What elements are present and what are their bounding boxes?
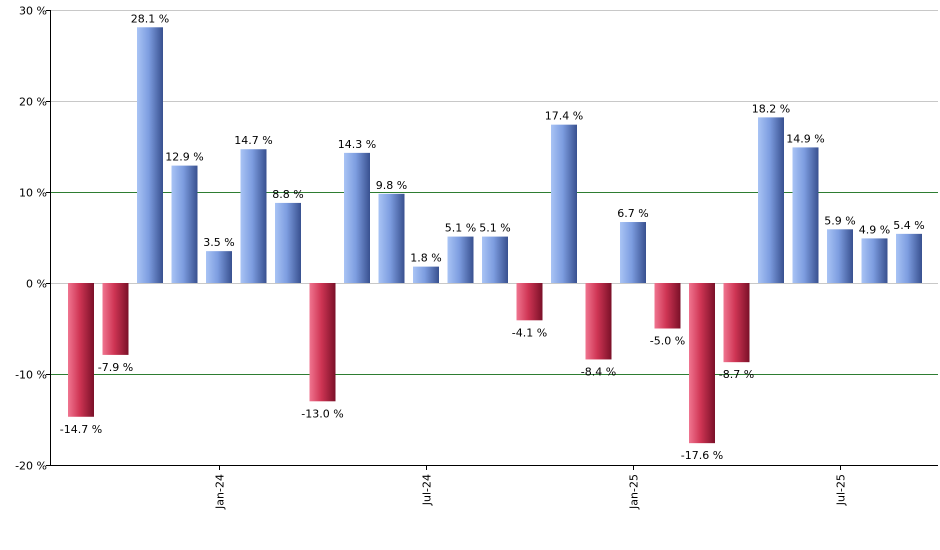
bar-12: [482, 236, 508, 283]
value-label-18: -17.6 %: [681, 449, 723, 462]
y-tick-label: -20 %: [15, 460, 47, 473]
axes: [46, 10, 938, 470]
value-label-16: 6.7 %: [617, 207, 648, 220]
value-label-5: 14.7 %: [234, 134, 272, 147]
bar-22: [827, 229, 853, 283]
value-label-24: 5.4 %: [893, 219, 924, 232]
x-tick-label: Jul-24: [421, 474, 434, 506]
bar-4: [206, 251, 232, 283]
value-label-10: 1.8 %: [410, 252, 441, 265]
labels: -20 % -10 % 0 % 10 % 20 % 30 % -14.7 % -7.9 % 28…: [15, 5, 925, 510]
bar-11: [447, 236, 474, 283]
value-label-1: -7.9 %: [98, 361, 133, 374]
value-label-17: -5.0 %: [650, 335, 685, 348]
y-tick-label: 0 %: [26, 278, 47, 291]
x-tick-label: Jul-25: [835, 474, 848, 506]
value-label-21: 14.9 %: [786, 132, 824, 145]
value-label-20: 18.2 %: [752, 102, 790, 115]
value-label-4: 3.5 %: [203, 236, 234, 249]
value-label-7: -13.0 %: [301, 407, 343, 420]
value-label-14: 17.4 %: [545, 110, 583, 123]
bar-6: [275, 202, 301, 283]
bar-14: [551, 124, 577, 283]
value-label-2: 28.1 %: [131, 12, 169, 25]
bar-5: [240, 149, 267, 283]
y-tick-label: 10 %: [19, 187, 47, 200]
bar-9: [378, 193, 405, 283]
value-label-9: 9.8 %: [376, 179, 407, 192]
y-tick-label: 20 %: [19, 96, 47, 109]
value-label-15: -8.4 %: [581, 365, 616, 378]
value-label-12: 5.1 %: [479, 222, 510, 235]
bar-16: [620, 222, 646, 283]
bar-18: [689, 283, 715, 444]
bar-17: [654, 283, 681, 329]
value-label-23: 4.9 %: [859, 223, 890, 236]
bar-13: [516, 283, 543, 321]
bar-19: [723, 283, 750, 363]
value-label-19: -8.7 %: [719, 368, 754, 381]
bar-10: [413, 266, 439, 283]
value-label-0: -14.7 %: [60, 423, 102, 436]
bar-2: [137, 27, 163, 284]
bar-20: [758, 117, 784, 283]
y-tick-label: 30 %: [19, 5, 47, 18]
bar-8: [344, 152, 370, 283]
x-tick-label: Jan-25: [628, 474, 641, 510]
bar-15: [585, 283, 612, 360]
bar-3: [171, 165, 198, 283]
bar-1: [102, 283, 129, 355]
value-label-11: 5.1 %: [445, 222, 476, 235]
value-label-6: 8.8 %: [272, 188, 303, 201]
value-label-8: 14.3 %: [338, 138, 376, 151]
value-label-22: 5.9 %: [824, 214, 855, 227]
value-label-13: -4.1 %: [512, 326, 547, 339]
bar-23: [861, 238, 888, 283]
value-label-3: 12.9 %: [165, 151, 203, 164]
bar-21: [792, 147, 819, 283]
y-tick-label: -10 %: [15, 369, 47, 382]
bar-7: [309, 283, 336, 402]
bar-24: [896, 233, 922, 283]
x-tick-label: Jan-24: [214, 474, 227, 510]
bars: [68, 27, 922, 444]
bar-0: [68, 283, 94, 417]
